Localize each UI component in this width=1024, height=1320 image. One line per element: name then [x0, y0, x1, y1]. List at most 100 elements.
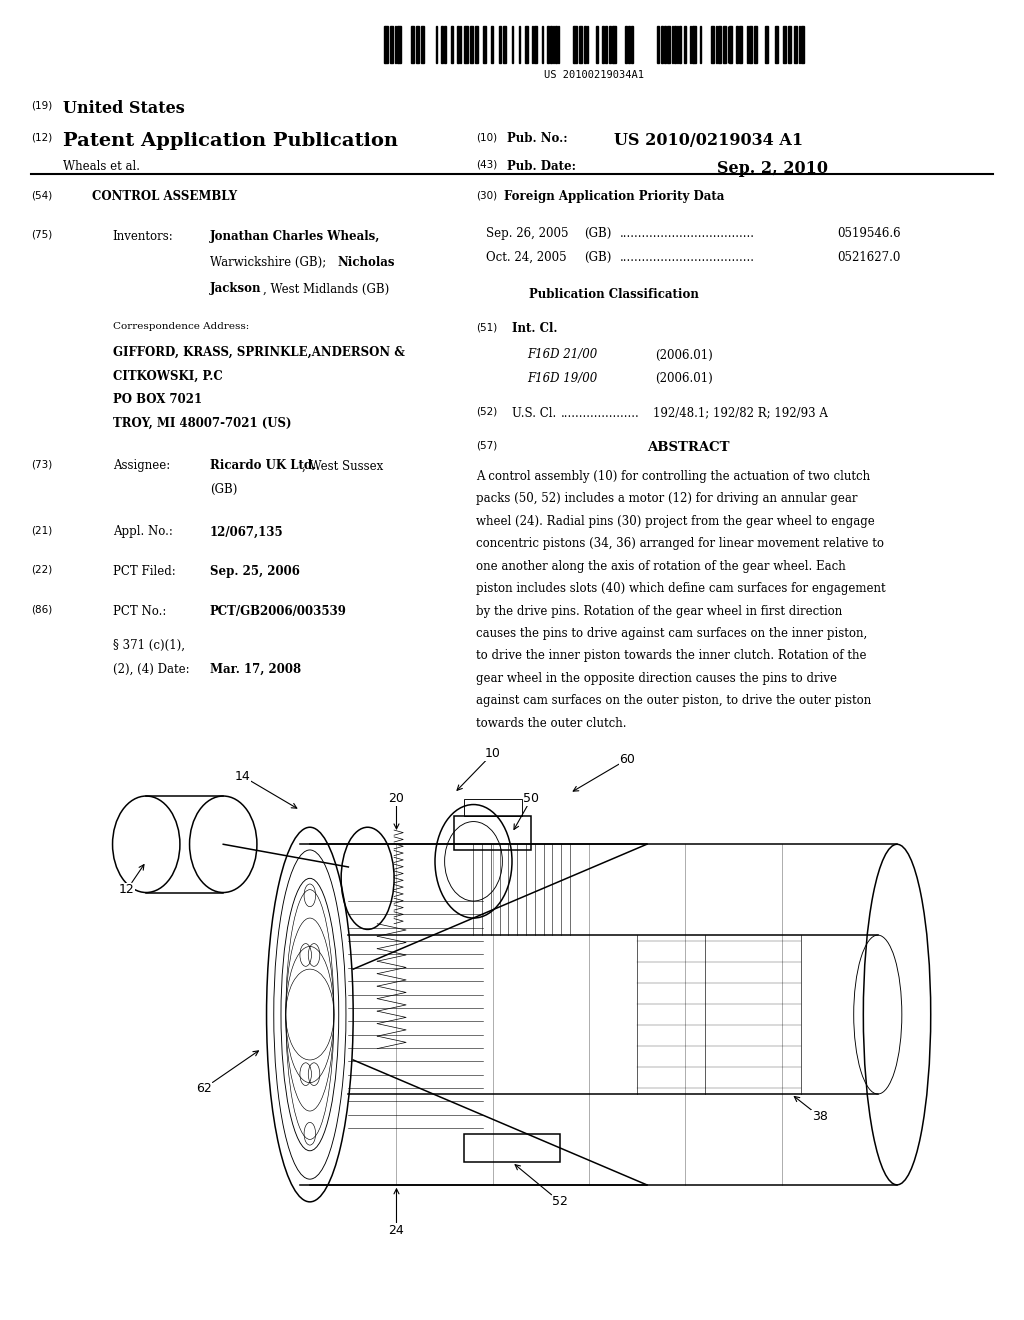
Text: (2006.01): (2006.01) — [655, 372, 713, 385]
Bar — [440, 26, 442, 63]
Text: ....................................: .................................... — [620, 227, 755, 240]
Text: Oct. 24, 2005: Oct. 24, 2005 — [486, 251, 567, 264]
Text: US 20100219034A1: US 20100219034A1 — [544, 70, 644, 81]
Bar — [412, 26, 415, 63]
Text: Sep. 25, 2006: Sep. 25, 2006 — [210, 565, 300, 578]
Text: 0521627.0: 0521627.0 — [838, 251, 901, 264]
Bar — [608, 26, 610, 63]
Text: 50: 50 — [514, 792, 540, 829]
Text: 62: 62 — [197, 1051, 258, 1094]
Text: (10): (10) — [476, 132, 498, 143]
Text: Publication Classification: Publication Classification — [529, 288, 699, 301]
Bar — [749, 26, 752, 63]
Bar — [625, 26, 627, 63]
Bar — [500, 26, 502, 63]
Text: CITKOWSKI, P.C: CITKOWSKI, P.C — [113, 370, 222, 383]
Text: packs (50, 52) includes a motor (12) for driving an annular gear: packs (50, 52) includes a motor (12) for… — [476, 492, 858, 506]
Bar — [465, 26, 468, 63]
Text: Wheals et al.: Wheals et al. — [63, 160, 140, 173]
Text: (19): (19) — [31, 100, 52, 111]
Text: Jonathan Charles Wheals,: Jonathan Charles Wheals, — [210, 230, 380, 243]
Bar — [783, 26, 785, 63]
Bar — [668, 26, 670, 63]
Bar — [674, 26, 676, 63]
Text: Foreign Application Priority Data: Foreign Application Priority Data — [504, 190, 725, 203]
Text: Patent Application Publication: Patent Application Publication — [63, 132, 398, 150]
Text: F16D 19/00: F16D 19/00 — [527, 372, 598, 385]
Text: Assignee:: Assignee: — [113, 459, 170, 473]
Bar — [628, 26, 630, 63]
Bar — [550, 26, 552, 63]
Text: 38: 38 — [795, 1097, 828, 1123]
Text: 0519546.6: 0519546.6 — [838, 227, 901, 240]
Text: § 371 (c)(1),: § 371 (c)(1), — [113, 639, 184, 652]
Bar — [718, 26, 721, 63]
Text: Warwickshire (GB);: Warwickshire (GB); — [210, 256, 330, 269]
Text: one another along the axis of rotation of the gear wheel. Each: one another along the axis of rotation o… — [476, 560, 846, 573]
Text: Pub. No.:: Pub. No.: — [507, 132, 567, 145]
Text: (2006.01): (2006.01) — [655, 348, 713, 362]
Text: .....................: ..................... — [561, 407, 640, 420]
Bar — [602, 26, 604, 63]
Bar — [385, 26, 388, 63]
Text: Correspondence Address:: Correspondence Address: — [113, 322, 249, 331]
Text: 24: 24 — [389, 1189, 404, 1237]
Text: Appl. No.:: Appl. No.: — [113, 525, 172, 539]
Text: Pub. Date:: Pub. Date: — [507, 160, 575, 173]
Bar — [547, 26, 549, 63]
Text: gear wheel in the opposite direction causes the pins to drive: gear wheel in the opposite direction cau… — [476, 672, 838, 685]
Text: 192/48.1; 192/82 R; 192/93 A: 192/48.1; 192/82 R; 192/93 A — [653, 407, 828, 420]
Bar — [795, 26, 798, 63]
Bar — [657, 26, 659, 63]
Bar — [755, 26, 757, 63]
Bar — [739, 26, 741, 63]
Text: ABSTRACT: ABSTRACT — [647, 441, 729, 454]
Text: (30): (30) — [476, 190, 498, 201]
Text: CONTROL ASSEMBLY: CONTROL ASSEMBLY — [92, 190, 238, 203]
Bar — [470, 26, 473, 63]
Text: (2), (4) Date:: (2), (4) Date: — [113, 663, 189, 676]
Bar — [729, 26, 732, 63]
Bar — [455, 816, 531, 850]
Bar — [464, 799, 521, 816]
Text: Sep. 26, 2005: Sep. 26, 2005 — [486, 227, 569, 240]
Text: (22): (22) — [31, 565, 52, 576]
Bar — [605, 26, 607, 63]
Text: 60: 60 — [573, 752, 636, 791]
Bar — [584, 26, 586, 63]
Bar — [525, 26, 528, 63]
Text: F16D 21/00: F16D 21/00 — [527, 348, 598, 362]
Text: concentric pistons (34, 36) arranged for linear movement relative to: concentric pistons (34, 36) arranged for… — [476, 537, 884, 550]
Text: 12/067,135: 12/067,135 — [210, 525, 284, 539]
Text: (51): (51) — [476, 322, 498, 333]
Bar — [735, 26, 737, 63]
Text: PCT/GB2006/003539: PCT/GB2006/003539 — [210, 605, 347, 618]
Text: Jackson: Jackson — [210, 282, 261, 296]
Text: (57): (57) — [476, 441, 498, 451]
Bar — [503, 26, 506, 63]
Text: wheel (24). Radial pins (30) project from the gear wheel to engage: wheel (24). Radial pins (30) project fro… — [476, 515, 874, 528]
Text: by the drive pins. Rotation of the gear wheel in first direction: by the drive pins. Rotation of the gear … — [476, 605, 843, 618]
Bar — [693, 26, 696, 63]
Text: TROY, MI 48007-7021 (US): TROY, MI 48007-7021 (US) — [113, 417, 291, 430]
Text: towards the outer clutch.: towards the outer clutch. — [476, 717, 627, 730]
Text: (GB): (GB) — [584, 251, 611, 264]
Text: (12): (12) — [31, 132, 52, 143]
Bar — [574, 26, 578, 63]
Bar — [632, 26, 633, 63]
Text: Int. Cl.: Int. Cl. — [512, 322, 557, 335]
Bar — [464, 1134, 560, 1162]
Text: PCT No.:: PCT No.: — [113, 605, 166, 618]
Text: causes the pins to drive against cam surfaces on the inner piston,: causes the pins to drive against cam sur… — [476, 627, 867, 640]
Text: Sep. 2, 2010: Sep. 2, 2010 — [717, 160, 827, 177]
Text: United States: United States — [63, 100, 185, 117]
Text: (GB): (GB) — [584, 227, 611, 240]
Bar — [492, 26, 494, 63]
Text: (43): (43) — [476, 160, 498, 170]
Bar — [664, 26, 666, 63]
Text: against cam surfaces on the outer piston, to drive the outer piston: against cam surfaces on the outer piston… — [476, 694, 871, 708]
Bar — [534, 26, 537, 63]
Text: Nicholas: Nicholas — [338, 256, 395, 269]
Bar — [398, 26, 401, 63]
Bar — [390, 26, 393, 63]
